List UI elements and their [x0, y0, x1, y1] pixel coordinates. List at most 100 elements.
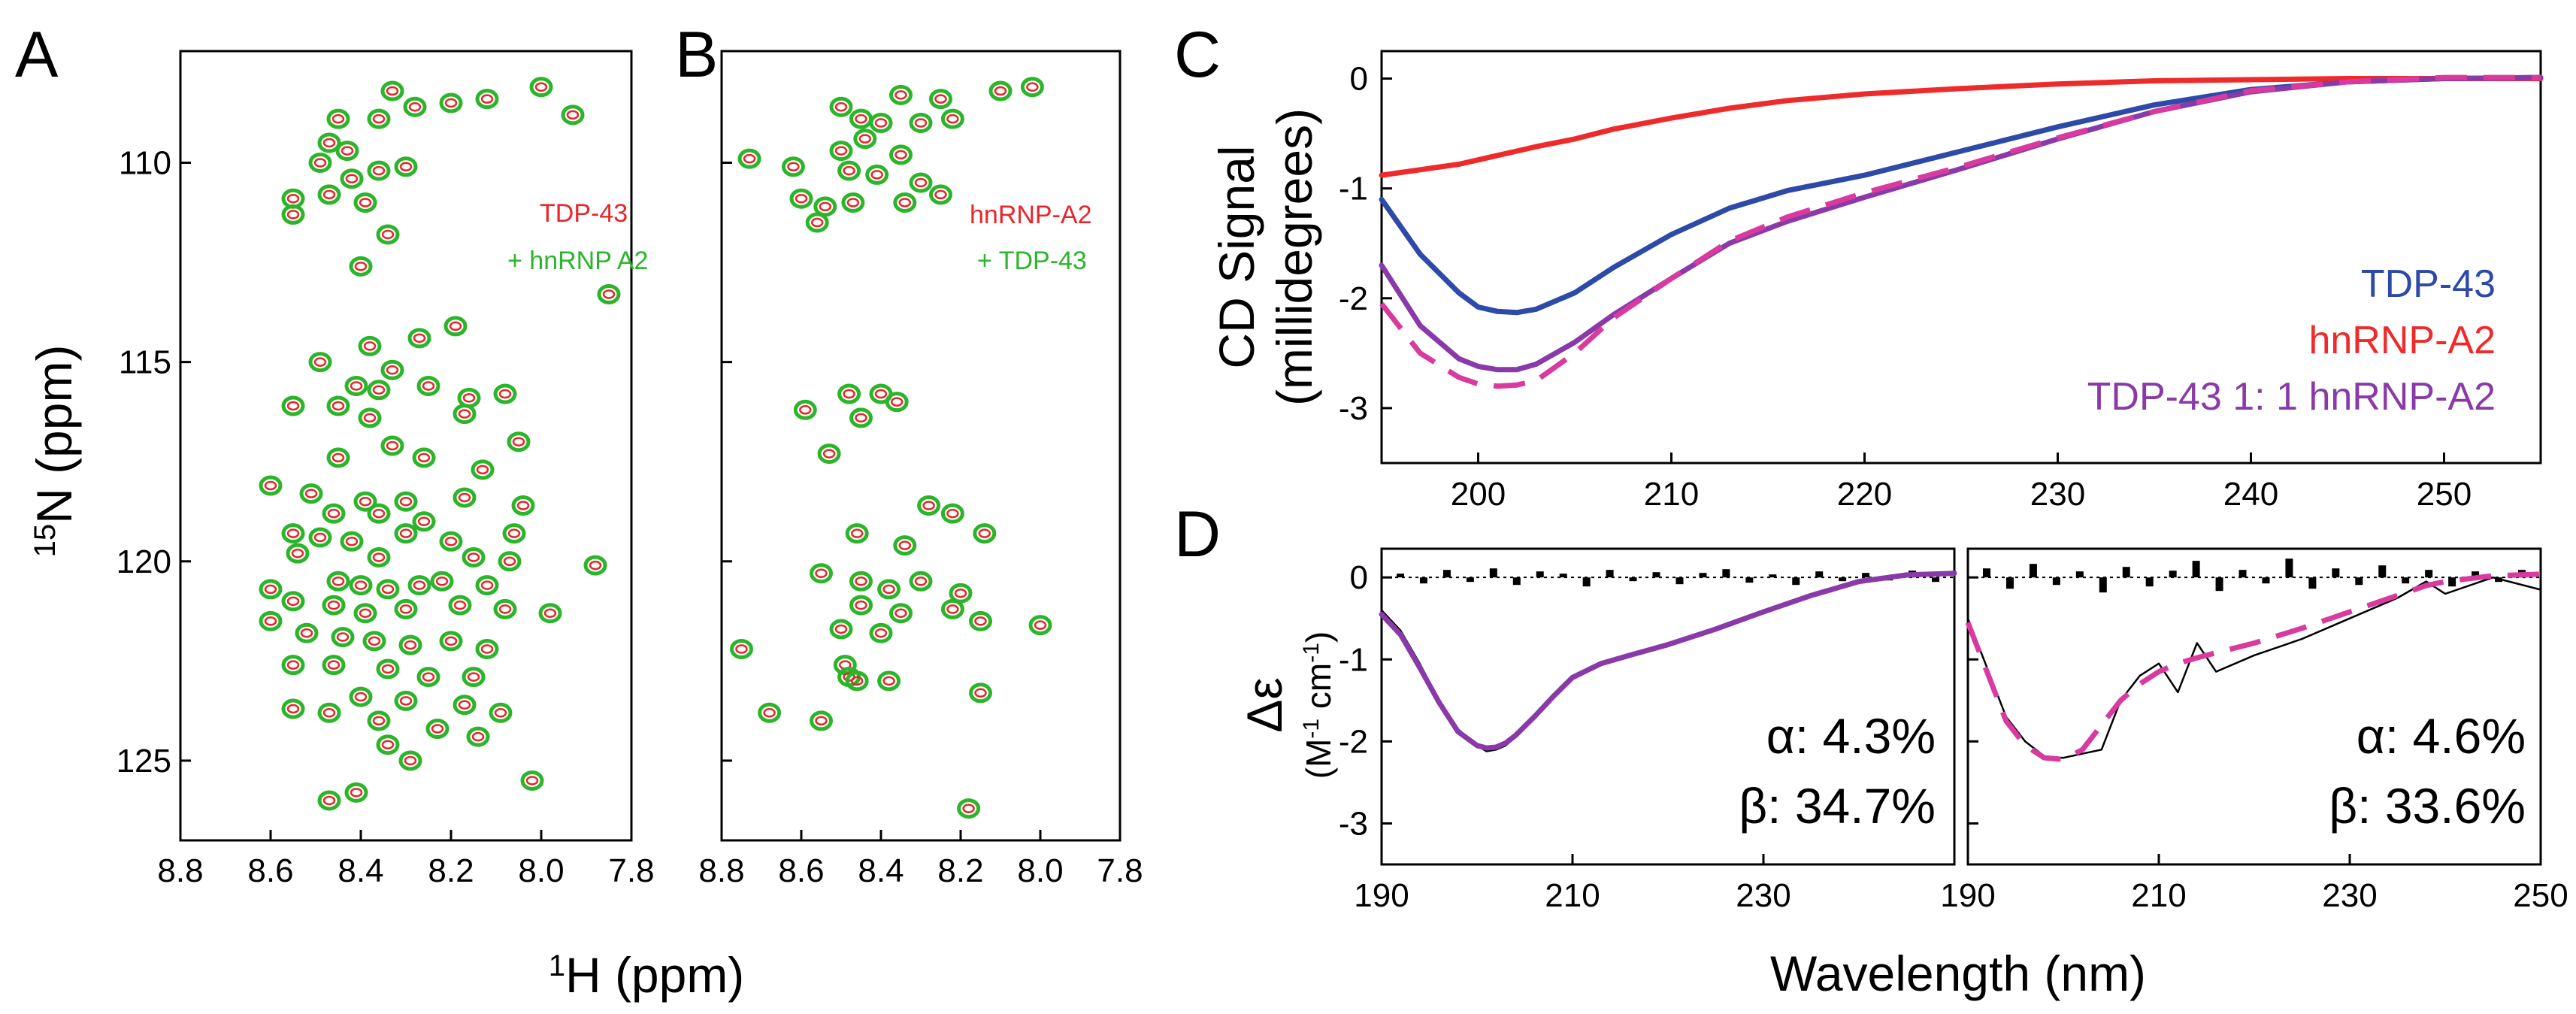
peak-contour-inner [327, 508, 341, 519]
peak-contour-outer [335, 141, 359, 162]
peak-contour-inner [822, 449, 836, 459]
panela-peak [340, 168, 364, 189]
peak-contour-outer [317, 132, 341, 153]
panela-peak [394, 598, 418, 619]
panela-peak [380, 435, 404, 456]
residual-bar [2029, 564, 2037, 578]
panela-peak [326, 571, 350, 592]
panel-d-right-frame [1966, 547, 2542, 866]
peak-contour-inner [471, 731, 485, 742]
panela-peak [412, 447, 436, 468]
peak-contour-inner [381, 584, 395, 595]
panel-d-left-residuals [1382, 568, 1954, 587]
peak-contour-inner [1034, 620, 1047, 630]
peak-contour-outer [475, 89, 499, 110]
panela-peak [281, 523, 305, 544]
peak-contour-outer [507, 431, 531, 453]
peak-contour-inner [462, 393, 476, 403]
peak-contour-inner [345, 174, 359, 183]
peak-contour-outer [453, 695, 477, 716]
y-tick-label: 115 [119, 344, 171, 381]
peak-contour-inner [894, 150, 907, 160]
peak-contour-outer [475, 638, 499, 659]
peak-contour-outer [909, 571, 933, 592]
panela-peak [317, 790, 341, 811]
panelb-peak [849, 595, 873, 616]
peak-contour-outer [1028, 615, 1052, 636]
panel-d-left-alpha: α: 4.3% [1766, 708, 1936, 764]
peak-contour-outer [308, 527, 332, 548]
nmr-y-axis-title: 15N (ppm) [26, 345, 82, 558]
peak-contour-outer [849, 407, 873, 428]
peak-contour-inner [850, 676, 864, 686]
peak-contour-outer [520, 770, 544, 791]
peak-contour-outer [810, 563, 833, 584]
panela-peak [281, 655, 305, 676]
peak-contour-inner [368, 636, 381, 646]
residual-bar [1932, 577, 1939, 583]
peak-contour-inner [799, 405, 812, 415]
x-tick-label: 230 [2322, 877, 2377, 914]
peak-contour-inner [498, 389, 512, 399]
peak-contour-inner [954, 588, 967, 598]
peak-contour-outer [439, 531, 463, 552]
panela-peak [489, 702, 513, 723]
peak-contour-inner [327, 600, 341, 610]
peak-contour-outer [281, 591, 305, 612]
peak-contour-inner [322, 138, 336, 148]
peak-contour-inner [354, 692, 368, 702]
panela-peak [443, 316, 468, 337]
peak-contour-outer [949, 583, 973, 604]
peak-contour-outer [407, 575, 431, 596]
panela-peak [412, 511, 436, 532]
panelb-peak [969, 610, 992, 631]
peak-contour-inner [480, 94, 494, 104]
peak-contour-outer [398, 634, 422, 655]
peak-contour-inner [962, 804, 975, 813]
peak-contour-inner [386, 365, 399, 375]
residual-bar [2169, 571, 2177, 578]
peak-contour-outer [407, 328, 431, 349]
panela-peak [259, 475, 283, 496]
peak-contour-outer [817, 443, 841, 465]
x-tick-label: 8.2 [428, 852, 474, 889]
peak-contour-outer [529, 77, 553, 98]
panel-b-legend-tdp43: + TDP-43 [977, 247, 1087, 275]
panelb-peak [877, 670, 901, 692]
panelb-peak [877, 579, 901, 600]
peak-contour-inner [286, 596, 300, 607]
panela-peak [453, 487, 477, 508]
x-tick-label: 250 [2513, 877, 2568, 914]
panela-peak [376, 734, 400, 755]
panela-peak [286, 543, 310, 564]
peak-contour-outer [394, 491, 418, 512]
panela-peak [416, 375, 440, 396]
peak-contour-inner [494, 708, 507, 718]
residual-bar [1862, 573, 1870, 578]
peak-contour-outer [326, 447, 350, 468]
peak-contour-outer [367, 380, 391, 401]
peak-contour-outer [869, 622, 893, 643]
peak-contour-outer [502, 523, 526, 544]
peak-contour-inner [417, 453, 431, 463]
peak-contour-outer [889, 84, 913, 105]
panelb-peak [909, 571, 933, 592]
peak-contour-inner [874, 628, 888, 638]
peak-contour-inner [359, 608, 372, 618]
panel-a-peaks [259, 77, 621, 811]
peak-contour-inner [850, 528, 864, 538]
panel-b-ticks: 8.8 8.6 8.4 8.2 8.0 7.8 [698, 161, 1143, 889]
peak-contour-outer [833, 655, 857, 676]
peak-contour-outer [969, 683, 992, 704]
residual-bar [2332, 568, 2340, 578]
peak-contour-inner [458, 409, 471, 419]
panel-d-left-lines [1379, 571, 1957, 752]
nmr-x-axis-title: 1H (ppm) [549, 947, 745, 1003]
peak-contour-outer [317, 702, 341, 723]
peak-contour-inner [381, 664, 395, 674]
peak-contour-outer [988, 80, 1013, 101]
peak-contour-outer [358, 407, 382, 428]
panela-peak [583, 555, 607, 576]
panel-d-left-frame [1380, 547, 1956, 866]
residual-bar [2355, 577, 2363, 586]
